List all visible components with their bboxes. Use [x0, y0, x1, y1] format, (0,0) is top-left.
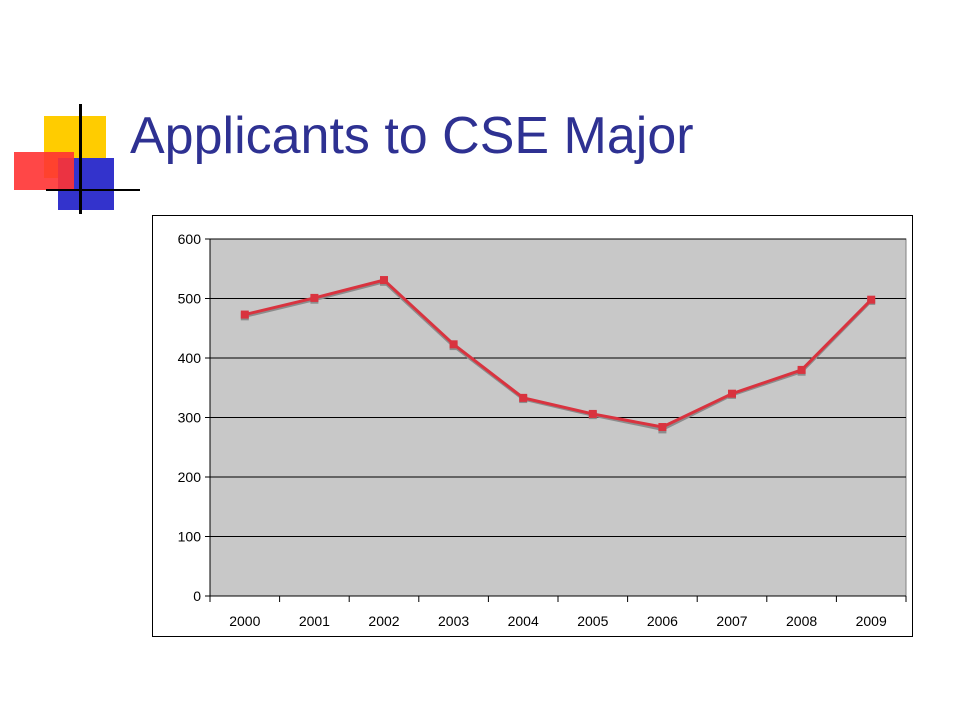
slide-title: Applicants to CSE Major — [130, 107, 694, 165]
y-tick-label: 600 — [178, 231, 202, 247]
decoration-horizontal-line — [46, 189, 140, 191]
x-tick-label: 2002 — [368, 613, 399, 629]
data-point-marker — [519, 393, 528, 402]
x-tick-label: 2005 — [577, 613, 608, 629]
x-tick-label: 2003 — [438, 613, 469, 629]
x-tick-label: 2004 — [508, 613, 539, 629]
data-point-marker — [449, 340, 458, 349]
data-point-marker — [797, 365, 806, 374]
x-tick-label: 2006 — [647, 613, 678, 629]
data-point-marker — [380, 276, 388, 285]
data-point-marker — [588, 409, 597, 418]
series-line-2 — [244, 278, 873, 429]
data-point-marker — [310, 293, 319, 302]
chart-frame: 0 100 200 300 400 500 600 2000 2001 2002 2003 2004 2… — [152, 215, 913, 637]
y-tick-label: 200 — [178, 469, 202, 485]
decoration-red-square — [14, 152, 74, 190]
y-tick-label: 0 — [193, 588, 201, 604]
y-tick-label: 300 — [178, 410, 202, 426]
x-tick-label: 2008 — [786, 613, 817, 629]
data-point-marker — [240, 310, 249, 319]
decoration-vertical-line — [79, 104, 82, 214]
x-tick-label: 2009 — [856, 613, 887, 629]
x-tick-label: 2001 — [299, 613, 330, 629]
data-point-marker — [728, 389, 736, 398]
y-tick-label: 400 — [178, 350, 202, 366]
slide-decoration — [14, 104, 140, 214]
x-tick-label: 2007 — [716, 613, 747, 629]
data-point-marker — [867, 295, 876, 304]
x-tick-label: 2000 — [229, 613, 260, 629]
y-tick-label: 500 — [178, 291, 202, 307]
y-tick-label: 100 — [178, 529, 202, 545]
data-point-marker — [658, 423, 667, 432]
line-chart: 0 100 200 300 400 500 600 2000 2001 2002 2003 2004 2… — [178, 231, 907, 629]
